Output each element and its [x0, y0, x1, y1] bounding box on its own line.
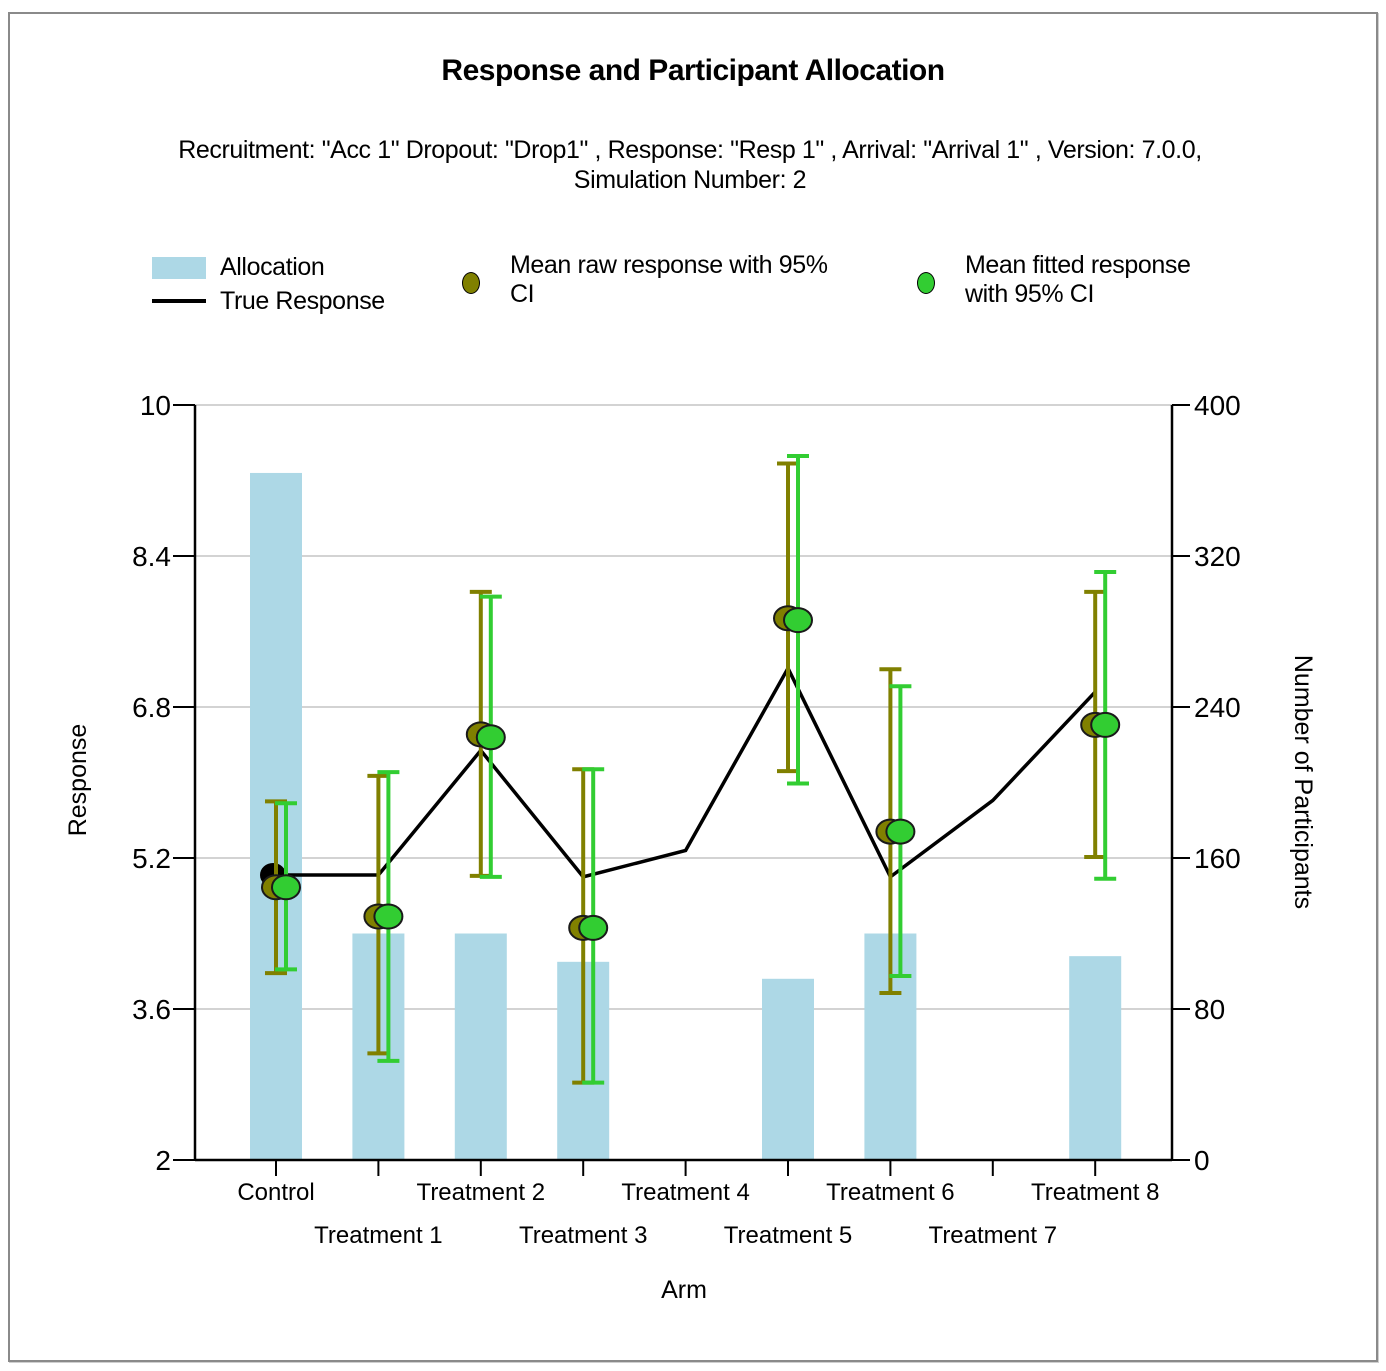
- category-label: Treatment 7: [929, 1222, 1058, 1249]
- chart-title: Response and Participant Allocation: [441, 54, 945, 87]
- category-label: Treatment 2: [417, 1179, 546, 1206]
- fitted-mean-marker: [578, 914, 609, 941]
- chart-subtitle: Recruitment: "Acc 1" Dropout: "Drop1" , …: [90, 135, 1290, 195]
- category-label: Treatment 6: [826, 1179, 955, 1206]
- allocation-bar: [762, 978, 814, 1160]
- y-tick-label: 2: [155, 1145, 171, 1176]
- y2-tick-label: 80: [1194, 994, 1225, 1025]
- axes: [173, 404, 1190, 1176]
- allocation-bars: [250, 472, 1122, 1160]
- y-tick-label: 3.6: [132, 994, 171, 1025]
- true-response-line: [276, 664, 1097, 880]
- gridlines: [195, 404, 1172, 1010]
- y2-tick-label: 400: [1194, 390, 1241, 421]
- y-tick-label: 8.4: [132, 541, 171, 572]
- y-axis-label: Response: [64, 724, 92, 837]
- error-bars: [260, 453, 1121, 1085]
- y2-axis-label: Number of Participants: [1289, 655, 1317, 909]
- category-label: Treatment 5: [724, 1222, 853, 1249]
- y2-tick-label: 0: [1194, 1145, 1210, 1176]
- y-tick-label: 10: [140, 390, 171, 421]
- chart-frame: [8, 12, 1378, 1362]
- y2-tick-label: 240: [1194, 692, 1241, 723]
- y2-tick-label: 160: [1194, 843, 1241, 874]
- category-label: Treatment 1: [314, 1222, 443, 1249]
- fitted-mean-marker: [271, 874, 301, 901]
- category-label: Treatment 8: [1031, 1179, 1160, 1206]
- y-tick-label: 5.2: [132, 843, 171, 874]
- subtitle-line-1: Recruitment: "Acc 1" Dropout: "Drop1" , …: [178, 136, 1202, 164]
- subtitle-line-2: Simulation Number: 2: [573, 166, 807, 194]
- category-label: Control: [237, 1179, 314, 1206]
- true-response-polyline: [276, 664, 1097, 880]
- fitted-mean-marker: [885, 818, 916, 845]
- category-label: Treatment 4: [621, 1179, 750, 1206]
- fitted-mean-marker: [373, 903, 404, 930]
- category-label: Treatment 3: [519, 1222, 648, 1249]
- allocation-bar: [1069, 956, 1122, 1160]
- fitted-mean-marker: [783, 607, 813, 634]
- fitted-mean-marker: [1090, 711, 1121, 738]
- y-tick-label: 6.8: [132, 692, 171, 723]
- tick-labels: 10 8.4 6.8 5.2 3.6 2 400 320 240 160 80 0: [132, 390, 1241, 1176]
- fitted-mean-marker: [475, 724, 506, 751]
- allocation-bar: [454, 933, 507, 1160]
- y2-tick-label: 320: [1194, 541, 1241, 572]
- x-axis-label: Arm: [661, 1276, 707, 1304]
